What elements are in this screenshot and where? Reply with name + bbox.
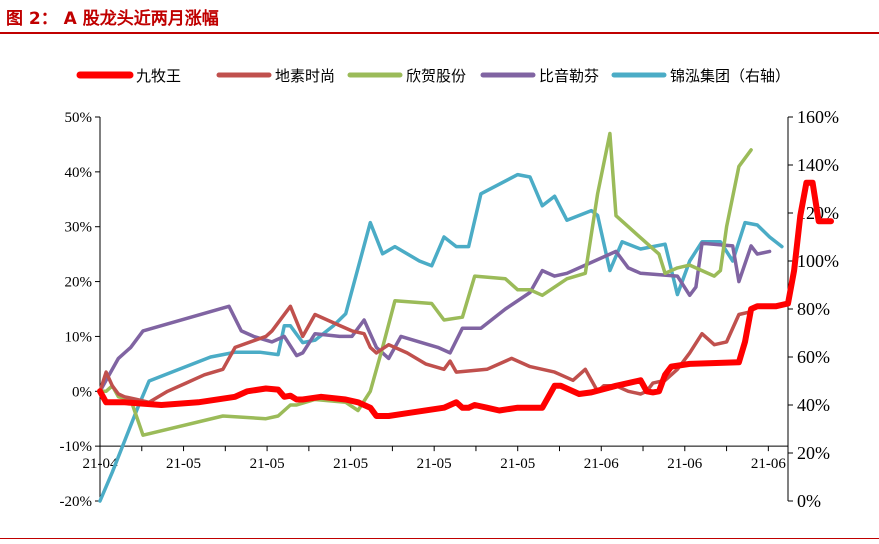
- x-tick-label: 21-05: [500, 456, 535, 472]
- x-tick-label: 21-05: [166, 456, 201, 472]
- figure-title: 图 2： A 股龙头近两月涨幅: [6, 9, 219, 29]
- left-tick-label: 10%: [65, 329, 93, 345]
- right-tick-label: 160%: [797, 107, 839, 127]
- x-tick-label: 21-06: [667, 456, 702, 472]
- title-rule: [0, 32, 879, 34]
- left-tick-label: 30%: [65, 220, 93, 236]
- right-tick-label: 60%: [797, 347, 830, 367]
- series-line: [98, 131, 753, 437]
- x-tick-label: 21-04: [83, 456, 118, 472]
- x-tick-label: 21-05: [333, 456, 368, 472]
- right-tick-label: 100%: [797, 251, 839, 271]
- bottom-rule: [0, 538, 879, 539]
- left-tick-label: 20%: [65, 275, 93, 291]
- left-tick-label: -10%: [60, 439, 93, 455]
- series-line: [97, 179, 834, 419]
- legend-label: 地素时尚: [275, 67, 335, 85]
- x-tick-label: 21-05: [250, 456, 285, 472]
- x-tick-label: 21-05: [417, 456, 452, 472]
- right-tick-label: 20%: [797, 443, 830, 463]
- series-line: [98, 172, 784, 503]
- x-tick-label: 21-06: [584, 456, 619, 472]
- right-tick-label: 140%: [797, 155, 839, 175]
- series-line: [98, 241, 772, 394]
- legend-label: 锦泓集团（右轴）: [670, 67, 790, 85]
- legend-label: 比音勒芬: [539, 67, 599, 85]
- x-tick-label: 21-06: [751, 456, 786, 472]
- legend-label: 欣贺股份: [406, 67, 466, 85]
- legend-label: 九牧王: [136, 67, 181, 85]
- left-tick-label: 40%: [65, 165, 93, 181]
- left-tick-label: 50%: [65, 110, 93, 126]
- left-tick-label: -20%: [60, 494, 93, 510]
- right-tick-label: 80%: [797, 299, 830, 319]
- right-tick-label: 40%: [797, 395, 830, 415]
- series-line: [98, 304, 753, 405]
- left-tick-label: 0%: [72, 384, 92, 400]
- right-tick-label: 0%: [797, 491, 821, 511]
